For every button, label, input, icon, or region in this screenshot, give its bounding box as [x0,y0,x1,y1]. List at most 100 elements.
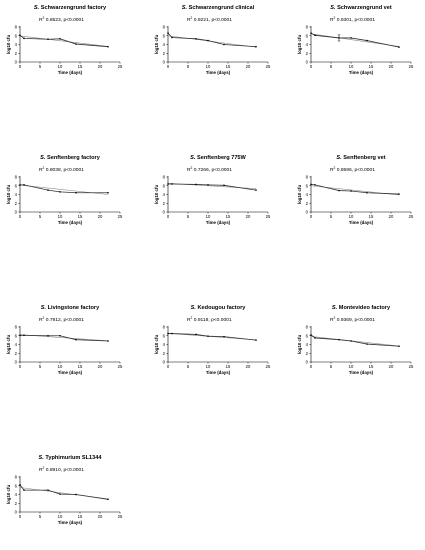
x-tick-label: 10 [349,364,354,369]
x-tick-label: 5 [39,514,42,519]
y-tick-label: 0 [306,60,309,65]
r2-annotation: R2 0.8038, p<0.0001 [39,166,84,173]
r2-separator: , [352,318,355,323]
x-tick-label: 10 [206,64,211,69]
data-point [19,484,21,486]
x-tick-label: 15 [226,64,231,69]
p-value: p<0.0001 [63,467,84,473]
data-point [59,493,61,495]
panel-title: S. Senftenberg 775W [190,155,246,161]
x-tick-label: 5 [330,214,333,219]
r2-value: 0.9301 [337,17,352,23]
data-point [75,338,77,341]
data-point [47,38,49,40]
species-abbrev: S. [34,5,40,11]
x-tick-label: 0 [167,364,170,369]
x-tick-label: 15 [369,214,374,219]
r2-annotation: R2 0.8596, p<0.0001 [330,166,375,173]
y-axis-title: log10 cfu [154,335,159,355]
data-point [19,184,21,186]
r2-value: 0.9118 [194,317,209,323]
y-tick-label: 6 [15,183,18,188]
r2-annotation: R2 0.9118, p<0.0001 [187,316,232,323]
x-tick-label: 15 [78,64,83,69]
observed-series-line [168,183,257,191]
y-tick-label: 4 [15,492,18,497]
data-point [338,189,340,192]
r2-value: 0.8038 [46,167,61,173]
y-tick-label: 8 [15,175,18,180]
observed-series-line [19,484,109,500]
observed-series-line [167,32,257,48]
y-tick-label: 4 [163,192,166,197]
data-point [47,489,49,491]
r2-symbol: R [330,17,334,23]
r2-value: 0.7266 [194,167,209,173]
data-point [195,333,197,336]
x-tick-label: 15 [78,214,83,219]
x-tick-label: 0 [310,64,313,69]
x-tick-label: 0 [167,64,170,69]
data-point [195,183,197,186]
r2-symbol: R [187,17,191,23]
r2-symbol: R [39,467,43,473]
y-tick-label: 0 [306,210,309,215]
r2-separator: , [209,168,212,173]
r2-superscript: 2 [43,316,45,320]
x-tick-label: 5 [39,364,42,369]
y-tick-label: 0 [15,60,18,65]
y-tick-label: 8 [15,25,18,30]
r2-value: 0.9221 [194,17,209,23]
r2-annotation: R2 0.8910, p<0.0001 [39,466,84,473]
r2-superscript: 2 [43,166,45,170]
y-tick-label: 8 [163,325,166,330]
x-tick-label: 0 [19,64,22,69]
r2-separator: , [352,18,355,23]
data-point [314,184,316,186]
data-point [107,498,109,501]
x-tick-label: 5 [187,364,190,369]
x-tick-label: 0 [19,214,22,219]
r2-separator: , [61,318,64,323]
y-tick-label: 4 [306,342,309,347]
r2-value: 0.8596 [337,167,352,173]
y-axis-title: log10 cfu [297,35,302,55]
y-tick-label: 2 [306,51,309,56]
y-tick-label: 8 [306,25,309,30]
r2-symbol: R [330,317,334,323]
r2-annotation: R2 0.9221, p<0.0001 [187,16,232,23]
x-tick-label: 5 [330,64,333,69]
species-abbrev: S. [41,305,47,311]
x-tick-label: 10 [58,64,63,69]
x-tick-label: 0 [167,214,170,219]
data-point [310,183,312,186]
species-abbrev: S. [191,305,197,311]
y-tick-label: 8 [306,175,309,180]
data-point [366,343,368,345]
y-tick-label: 6 [306,183,309,188]
x-tick-label: 20 [98,364,103,369]
y-tick-label: 8 [163,25,166,30]
species-abbrev: S. [332,305,338,311]
y-tick-label: 4 [15,192,18,197]
strain-name: Livingstone factory [48,305,100,311]
r2-superscript: 2 [334,166,336,170]
y-tick-label: 6 [163,33,166,38]
panel-title: S. Livingstone factory [41,305,100,311]
x-tick-label: 5 [187,64,190,69]
panel-title: S. Typhimurium SL1344 [38,455,102,461]
r2-superscript: 2 [43,16,45,20]
p-value: p<0.0001 [211,167,232,173]
r2-annotation: R2 0.9369, p<0.0001 [330,316,375,323]
strain-name: Montevideo factory [339,305,391,311]
x-tick-label: 10 [206,214,211,219]
strain-name: Senftenberg vet [343,155,385,161]
r2-annotation: R2 0.9301, p<0.0001 [330,16,375,23]
r2-annotation: R2 0.8523, p<0.0001 [39,16,84,23]
x-tick-label: 10 [206,364,211,369]
r2-value: 0.8523 [46,17,61,23]
